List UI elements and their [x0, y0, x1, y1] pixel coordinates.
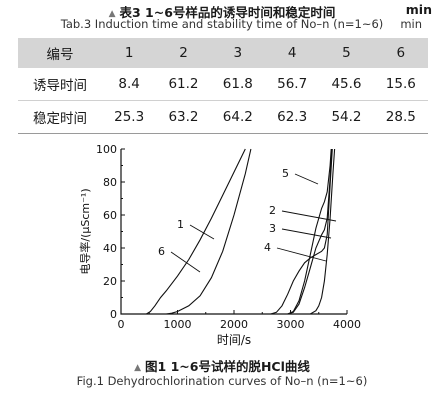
triangle-icon: ▲ [134, 363, 142, 373]
y-tick-label: 40 [103, 242, 117, 255]
table-cell: 64.2 [210, 100, 265, 134]
curve-label-6: 6 [158, 245, 165, 258]
figure-caption-cn: ▲ 图1 1~6号试样的脱HCl曲线 [0, 356, 444, 375]
chart-labels: 1 6 2 3 4 5 [158, 167, 337, 273]
table-cell: 56.7 [264, 68, 320, 101]
y-axis-label: 电导率/(μScm⁻¹) [78, 188, 92, 274]
leader-line-5 [294, 173, 319, 185]
table-caption-en: Tab.3 Induction time and stability time … [60, 17, 384, 31]
table-cell: 61.8 [210, 68, 265, 101]
table-row: 诱导时间 8.4 61.2 61.8 56.7 45.6 15.6 [18, 68, 428, 101]
x-axis-label: 时间/s [217, 333, 251, 347]
leader-line-6 [170, 251, 201, 273]
curve-label-4: 4 [264, 241, 271, 254]
table-caption-cn: ▲ 表3 1~6号样品的诱导时间和稳定时间 [0, 2, 444, 21]
row-label: 稳定时间 [18, 100, 102, 134]
table-cell: 15.6 [373, 68, 428, 101]
x-tick-label: 4000 [333, 318, 361, 331]
leader-line-2 [281, 210, 337, 222]
header-cell-id: 编号 [18, 38, 102, 68]
leader-line-4 [276, 247, 327, 262]
header-cell: 4 [264, 38, 320, 68]
series-line-1 [121, 148, 246, 315]
table-cell: 63.2 [156, 100, 211, 134]
curve-label-5: 5 [282, 167, 289, 180]
y-tick-label: 80 [103, 176, 117, 189]
triangle-icon: ▲ [108, 9, 116, 19]
series-line-3 [121, 148, 333, 315]
table-unit-en: min [400, 17, 422, 31]
leader-line-3 [281, 228, 332, 239]
dehydrochlorination-chart: 0 1000 2000 3000 4000 0 20 40 60 80 100 时间/s 电导率/(μS… [78, 143, 361, 347]
curve-label-2: 2 [269, 204, 276, 217]
curve-label-3: 3 [269, 222, 276, 235]
series-line-4 [121, 148, 333, 315]
chart-series [121, 148, 336, 315]
table-cell: 61.2 [156, 68, 211, 101]
header-cell: 6 [373, 38, 428, 68]
header-cell: 3 [210, 38, 265, 68]
table-unit-cn: min [405, 2, 432, 17]
table-cell: 54.2 [319, 100, 374, 134]
figure-caption-en: Fig.1 Dehydrochlorination curves of No–n… [76, 374, 368, 388]
table-header-row: 编号 1 2 3 4 5 6 [18, 38, 428, 68]
x-tick-label: 0 [118, 318, 125, 331]
figure-caption-cn-text: 图1 1~6号试样的脱HCl曲线 [145, 359, 310, 374]
series-line-2 [121, 148, 332, 315]
y-tick-label: 60 [103, 209, 117, 222]
table-row: 稳定时间 25.3 63.2 64.2 62.3 54.2 28.5 [18, 100, 428, 134]
data-table: 编号 1 2 3 4 5 6 诱导时间 8.4 61.2 61.8 56.7 4… [18, 38, 428, 134]
table-cell: 25.3 [102, 100, 157, 134]
chart-axes: 0 1000 2000 3000 4000 0 20 40 60 80 100 时间/s 电导率/(μS… [78, 143, 361, 347]
x-tick-label: 1000 [164, 318, 192, 331]
row-label: 诱导时间 [18, 68, 102, 101]
series-line-5 [121, 148, 336, 315]
header-cell: 5 [319, 38, 374, 68]
table-caption-cn-text: 表3 1~6号样品的诱导时间和稳定时间 [119, 5, 336, 20]
axis-frame [120, 149, 347, 315]
table-cell: 62.3 [264, 100, 320, 134]
y-tick-label: 100 [96, 143, 117, 156]
header-cell: 2 [156, 38, 211, 68]
x-tick-label: 2000 [220, 318, 248, 331]
table-cell: 8.4 [102, 68, 157, 101]
series-line-6 [121, 148, 252, 315]
header-cell: 1 [102, 38, 157, 68]
leader-line-1 [189, 224, 215, 240]
table-cell: 28.5 [373, 100, 428, 134]
y-tick-label: 0 [110, 308, 117, 321]
curve-label-1: 1 [177, 218, 184, 231]
x-tick-label: 3000 [277, 318, 305, 331]
table-cell: 45.6 [319, 68, 374, 101]
y-tick-label: 20 [103, 275, 117, 288]
